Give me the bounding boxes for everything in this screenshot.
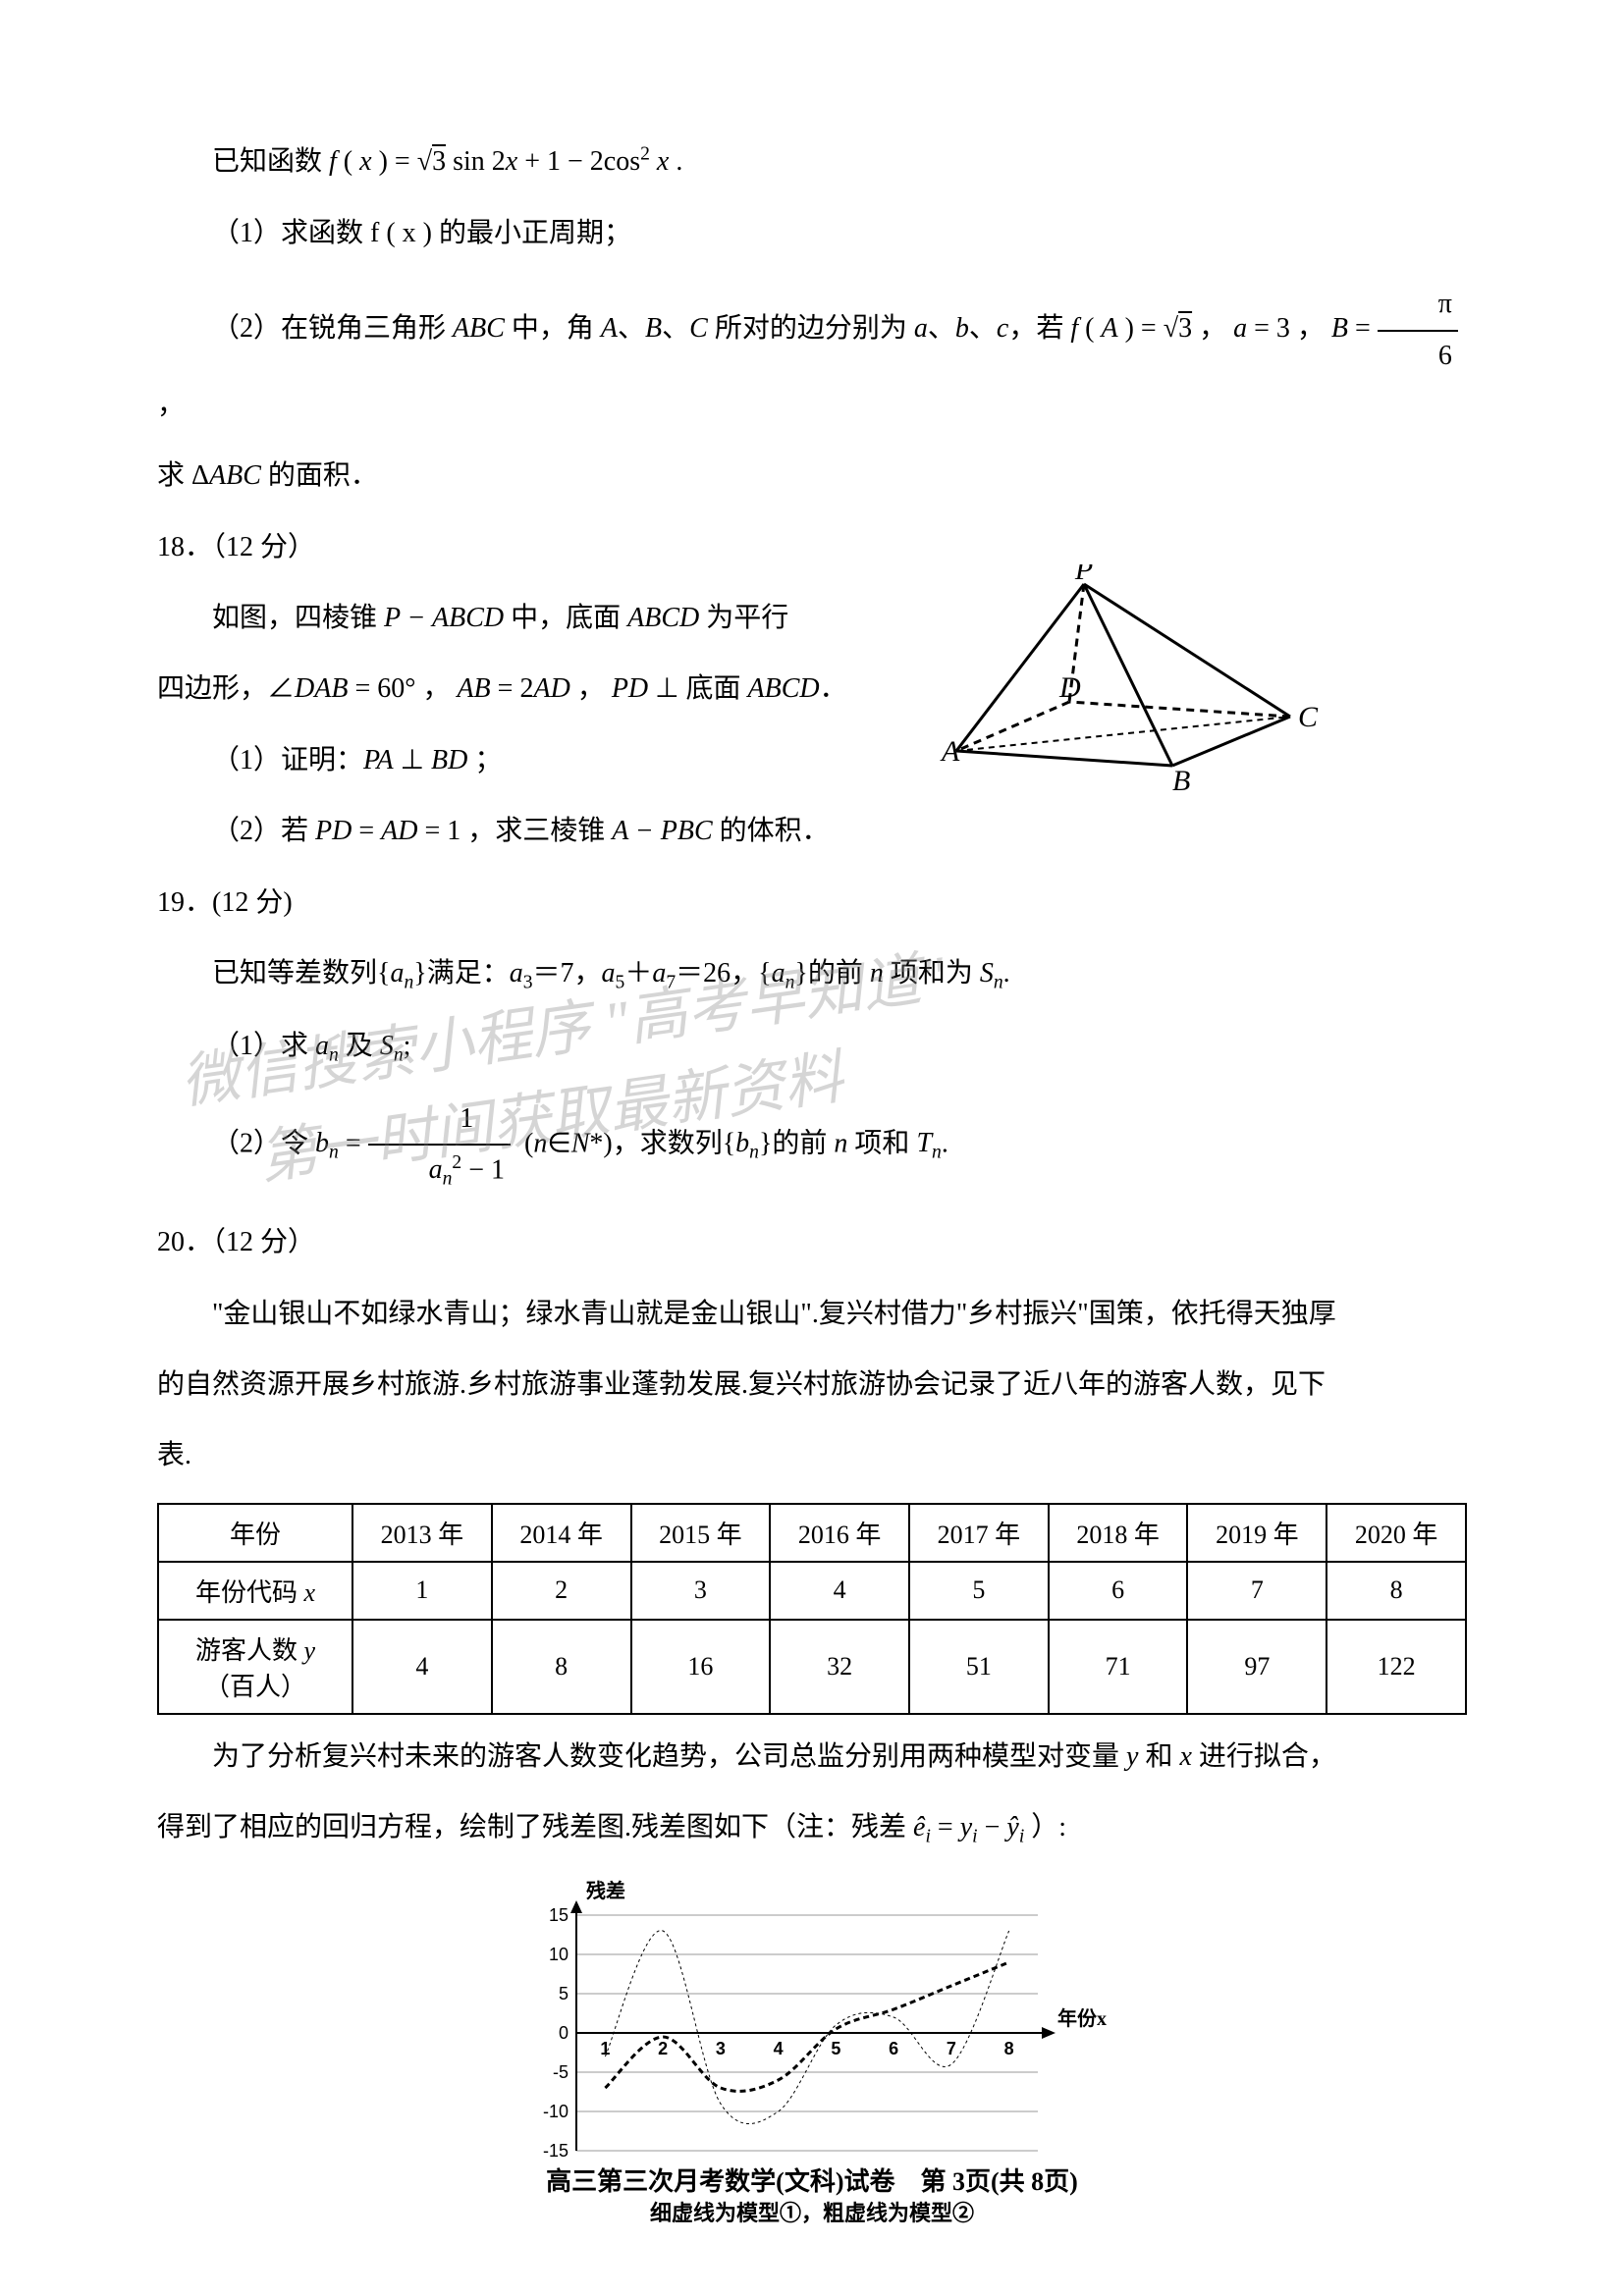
svg-text:5: 5 (831, 2039, 840, 2058)
q18-p2: （2）若 PD = AD = 1 ，求三棱锥 A − PBC 的体积． (157, 807, 1467, 856)
svg-text:15: 15 (549, 1905, 568, 1925)
svg-text:4: 4 (774, 2039, 784, 2058)
svg-text:6: 6 (889, 2039, 898, 2058)
q19-l1: 已知等差数列{an}满足：a3＝7，a5＋a7＝26，{an}的前 n 项和为 … (157, 949, 1467, 1000)
svg-text:10: 10 (549, 1945, 568, 1964)
q20-after1: 为了分析复兴村未来的游客人数变化趋势，公司总监分别用两种模型对变量 y 和 x … (157, 1733, 1467, 1782)
svg-text:D: D (1058, 671, 1081, 704)
svg-text:-10: -10 (543, 2102, 568, 2121)
q17-intro: 已知函数 f ( x ) = √3 sin 2x + 1 − 2cos2 x . (157, 137, 1467, 187)
svg-text:-15: -15 (543, 2141, 568, 2161)
svg-text:0: 0 (559, 2023, 568, 2043)
svg-text:A: A (940, 735, 960, 768)
pyramid-diagram: P A B C D (927, 564, 1320, 790)
q20-after2: 得到了相应的回归方程，绘制了残差图.残差图如下（注：残差 êi = yi − ŷ… (157, 1803, 1467, 1854)
visitor-table: 年份 2013 年 2014 年 2015 年 2016 年 2017 年 20… (157, 1503, 1467, 1715)
q17-p3: 求 ΔABC 的面积． (157, 452, 1467, 501)
q19-p2: （2）令 bn = 1an2 − 1 (n∈N*)，求数列{bn}的前 n 项和… (157, 1095, 1467, 1198)
svg-text:5: 5 (559, 1984, 568, 2003)
frac-bn: 1an2 − 1 (368, 1095, 511, 1198)
svg-text:8: 8 (1004, 2039, 1014, 2058)
q19-p1: （1）求 an 及 Sn; (157, 1022, 1467, 1073)
frac-pi-6: π6 (1378, 280, 1458, 381)
q20-l2: 的自然资源开展乡村旅游.乡村旅游事业蓬勃发展.复兴村旅游协会记录了近八年的游客人… (157, 1361, 1467, 1410)
table-row: 年份 2013 年 2014 年 2015 年 2016 年 2017 年 20… (158, 1504, 1466, 1562)
svg-text:B: B (1172, 765, 1190, 790)
svg-text:P: P (1074, 564, 1093, 586)
table-row: 游客人数 y（百人） 4 8 16 32 51 71 97 122 (158, 1620, 1466, 1714)
svg-text:残差: 残差 (586, 1879, 625, 1902)
q19-header: 19．(12 分) (157, 879, 1467, 928)
q20-l3: 表. (157, 1431, 1467, 1480)
svg-text:3: 3 (716, 2039, 726, 2058)
svg-text:C: C (1298, 701, 1319, 733)
q17-p2: （2）在锐角三角形 ABC 中，角 A、B、C 所对的边分别为 a、b、c，若 … (157, 280, 1467, 430)
svg-text:-5: -5 (553, 2062, 568, 2082)
page-footer: 高三第三次月考数学(文科)试卷 第 3页(共 8页) (0, 2162, 1624, 2198)
q17-p1: （1）求函数 f ( x ) 的最小正周期； (157, 209, 1467, 258)
table-row: 年份代码 x 1 2 3 4 5 6 7 8 (158, 1562, 1466, 1620)
svg-text:2: 2 (658, 2039, 668, 2058)
svg-text:7: 7 (947, 2039, 956, 2058)
q20-header: 20．（12 分） (157, 1218, 1467, 1267)
chart-caption: 细虚线为模型①，粗虚线为模型② (157, 2196, 1467, 2227)
q20-l1: "金山银山不如绿水青山；绿水青山就是金山银山".复兴村借力"乡村振兴"国策，依托… (157, 1290, 1467, 1339)
svg-text:年份x: 年份x (1057, 2006, 1107, 2030)
